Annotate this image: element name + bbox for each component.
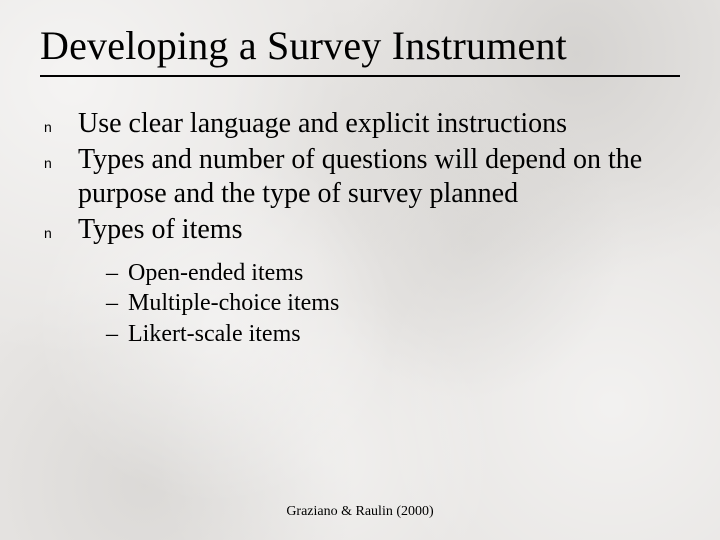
sub-bullet-text: Likert-scale items xyxy=(128,319,680,350)
sub-bullet-group: – Open-ended items – Multiple-choice ite… xyxy=(44,258,680,350)
bullet-text: Types of items xyxy=(78,213,680,247)
slide-footer: Graziano & Raulin (2000) xyxy=(0,504,720,520)
sub-bullet-text: Open-ended items xyxy=(128,258,680,289)
bullet-item: n Types and number of questions will dep… xyxy=(44,143,680,211)
square-bullet-icon: n xyxy=(44,107,78,136)
bullet-item: n Use clear language and explicit instru… xyxy=(44,107,680,141)
bullet-text: Use clear language and explicit instruct… xyxy=(78,107,680,141)
square-bullet-icon: n xyxy=(44,213,78,242)
dash-bullet-icon: – xyxy=(106,319,128,350)
sub-bullet-item: – Likert-scale items xyxy=(106,319,680,350)
square-bullet-icon: n xyxy=(44,143,78,172)
dash-bullet-icon: – xyxy=(106,288,128,319)
sub-bullet-text: Multiple-choice items xyxy=(128,288,680,319)
bullet-text: Types and number of questions will depen… xyxy=(78,143,680,211)
sub-bullet-item: – Open-ended items xyxy=(106,258,680,289)
sub-bullet-item: – Multiple-choice items xyxy=(106,288,680,319)
dash-bullet-icon: – xyxy=(106,258,128,289)
bullet-item: n Types of items xyxy=(44,213,680,247)
slide-body: n Use clear language and explicit instru… xyxy=(40,107,680,350)
title-underline xyxy=(40,75,680,77)
slide-title: Developing a Survey Instrument xyxy=(40,22,680,69)
slide: Developing a Survey Instrument n Use cle… xyxy=(0,0,720,540)
